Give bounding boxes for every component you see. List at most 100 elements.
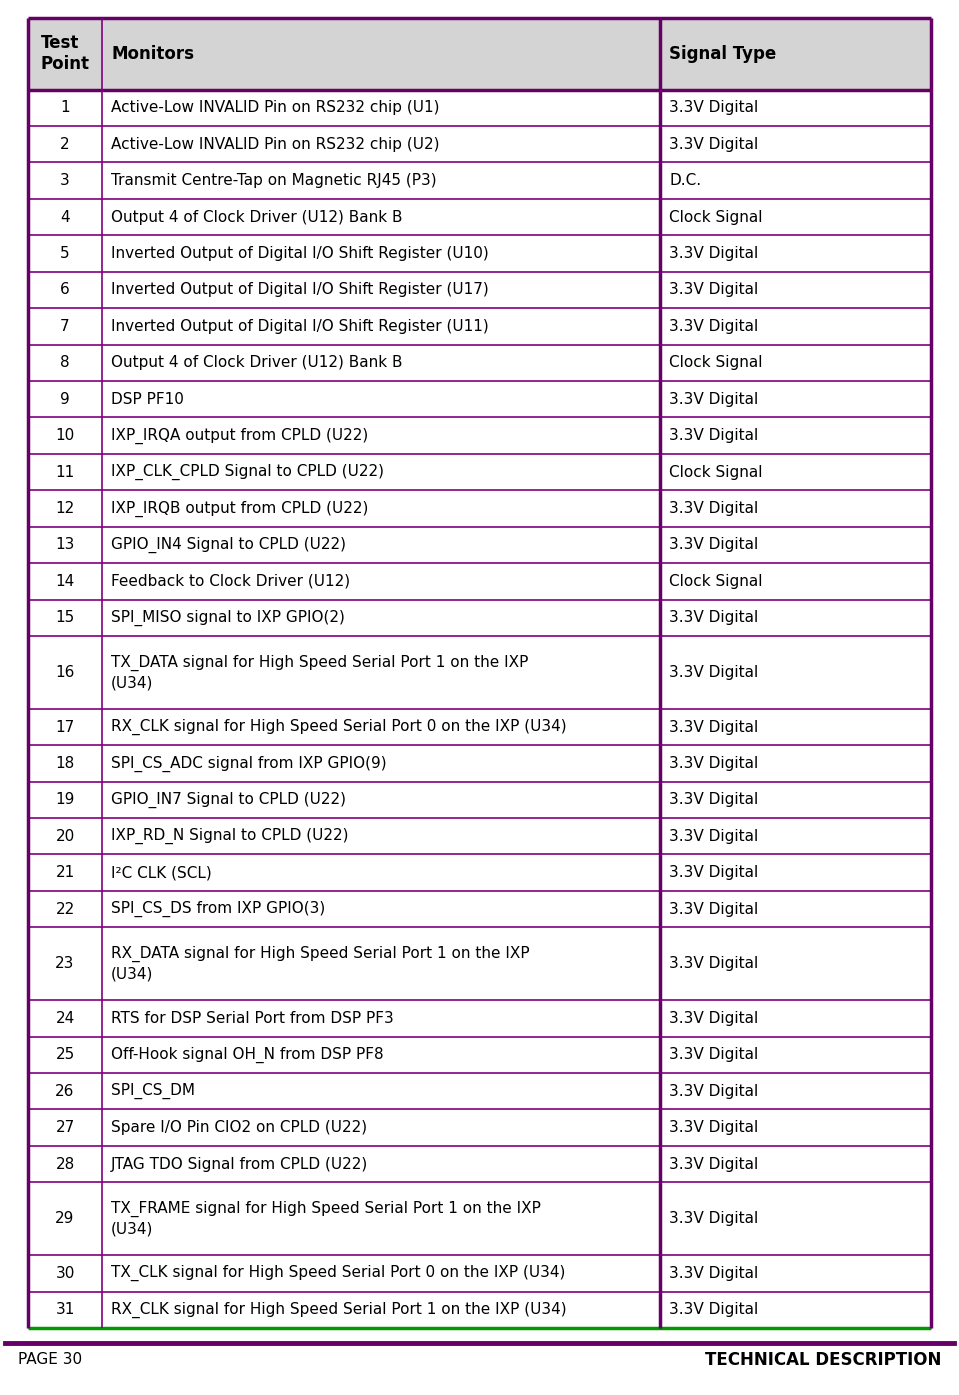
Text: Clock Signal: Clock Signal — [669, 356, 762, 370]
Text: TECHNICAL DESCRIPTION: TECHNICAL DESCRIPTION — [705, 1350, 941, 1368]
Bar — [28, 928, 931, 1000]
Bar — [28, 600, 931, 636]
Text: IXP_CLK_CPLD Signal to CPLD (U22): IXP_CLK_CPLD Signal to CPLD (U22) — [111, 465, 384, 480]
Bar — [28, 1000, 931, 1036]
Text: RX_CLK signal for High Speed Serial Port 0 on the IXP (U34): RX_CLK signal for High Speed Serial Port… — [111, 718, 567, 735]
Bar — [28, 308, 931, 345]
Text: 3.3V Digital: 3.3V Digital — [669, 865, 759, 880]
Text: 20: 20 — [56, 829, 75, 844]
Bar — [28, 1256, 931, 1292]
Text: SPI_CS_ADC signal from IXP GPIO(9): SPI_CS_ADC signal from IXP GPIO(9) — [111, 755, 386, 771]
Text: 25: 25 — [56, 1048, 75, 1063]
Text: 24: 24 — [56, 1011, 75, 1025]
Bar — [28, 1292, 931, 1328]
Text: 3.3V Digital: 3.3V Digital — [669, 1084, 759, 1099]
Bar — [28, 1073, 931, 1109]
Bar — [28, 817, 931, 855]
Text: TX_FRAME signal for High Speed Serial Port 1 on the IXP
(U34): TX_FRAME signal for High Speed Serial Po… — [111, 1201, 541, 1237]
Bar — [28, 1183, 931, 1256]
Bar — [28, 381, 931, 417]
Text: D.C.: D.C. — [669, 173, 701, 188]
Bar — [28, 453, 931, 490]
Text: 9: 9 — [60, 392, 70, 407]
Bar — [28, 417, 931, 453]
Text: 29: 29 — [56, 1211, 75, 1226]
Text: 27: 27 — [56, 1120, 75, 1136]
Text: IXP_IRQA output from CPLD (U22): IXP_IRQA output from CPLD (U22) — [111, 427, 368, 444]
Text: I²C CLK (SCL): I²C CLK (SCL) — [111, 865, 212, 880]
Text: 17: 17 — [56, 720, 75, 735]
Text: Transmit Centre-Tap on Magnetic RJ45 (P3): Transmit Centre-Tap on Magnetic RJ45 (P3… — [111, 173, 436, 188]
Text: PAGE 30: PAGE 30 — [18, 1353, 82, 1367]
Text: 3.3V Digital: 3.3V Digital — [669, 501, 759, 516]
Text: 3.3V Digital: 3.3V Digital — [669, 1265, 759, 1281]
Text: 30: 30 — [56, 1265, 75, 1281]
Text: 13: 13 — [56, 537, 75, 552]
Bar — [28, 89, 931, 126]
Text: 3.3V Digital: 3.3V Digital — [669, 720, 759, 735]
Bar — [28, 490, 931, 527]
Text: 3.3V Digital: 3.3V Digital — [669, 1011, 759, 1025]
Bar — [28, 855, 931, 891]
Bar — [28, 781, 931, 817]
Bar — [28, 1145, 931, 1183]
Text: GPIO_IN4 Signal to CPLD (U22): GPIO_IN4 Signal to CPLD (U22) — [111, 537, 346, 552]
Text: SPI_CS_DS from IXP GPIO(3): SPI_CS_DS from IXP GPIO(3) — [111, 901, 325, 918]
Text: Active-Low INVALID Pin on RS232 chip (U1): Active-Low INVALID Pin on RS232 chip (U1… — [111, 100, 439, 116]
Text: 5: 5 — [60, 246, 70, 261]
Bar — [28, 1036, 931, 1073]
Text: 2: 2 — [60, 137, 70, 152]
Text: 3.3V Digital: 3.3V Digital — [669, 756, 759, 771]
Text: 3.3V Digital: 3.3V Digital — [669, 1303, 759, 1317]
Text: 1: 1 — [60, 100, 70, 116]
Text: RX_CLK signal for High Speed Serial Port 1 on the IXP (U34): RX_CLK signal for High Speed Serial Port… — [111, 1302, 567, 1318]
Text: 7: 7 — [60, 319, 70, 333]
Text: 21: 21 — [56, 865, 75, 880]
Text: 3.3V Digital: 3.3V Digital — [669, 392, 759, 407]
Text: 10: 10 — [56, 428, 75, 444]
Text: 3.3V Digital: 3.3V Digital — [669, 829, 759, 844]
Text: Signal Type: Signal Type — [669, 45, 777, 63]
Bar — [28, 199, 931, 236]
Text: Test
Point: Test Point — [40, 35, 89, 73]
Text: 3.3V Digital: 3.3V Digital — [669, 246, 759, 261]
Text: 19: 19 — [56, 792, 75, 808]
Text: SPI_MISO signal to IXP GPIO(2): SPI_MISO signal to IXP GPIO(2) — [111, 610, 345, 626]
Bar — [28, 236, 931, 272]
Text: 15: 15 — [56, 610, 75, 625]
Text: SPI_CS_DM: SPI_CS_DM — [111, 1083, 195, 1099]
Text: Monitors: Monitors — [111, 45, 194, 63]
Text: Active-Low INVALID Pin on RS232 chip (U2): Active-Low INVALID Pin on RS232 chip (U2… — [111, 137, 439, 152]
Text: Clock Signal: Clock Signal — [669, 209, 762, 225]
Text: 3: 3 — [60, 173, 70, 188]
Text: IXP_RD_N Signal to CPLD (U22): IXP_RD_N Signal to CPLD (U22) — [111, 829, 348, 844]
Text: 3.3V Digital: 3.3V Digital — [669, 956, 759, 971]
Text: IXP_IRQB output from CPLD (U22): IXP_IRQB output from CPLD (U22) — [111, 501, 368, 516]
Text: 3.3V Digital: 3.3V Digital — [669, 428, 759, 444]
Text: 31: 31 — [56, 1303, 75, 1317]
Text: Clock Signal: Clock Signal — [669, 465, 762, 480]
Text: 3.3V Digital: 3.3V Digital — [669, 1048, 759, 1063]
Text: Spare I/O Pin CIO2 on CPLD (U22): Spare I/O Pin CIO2 on CPLD (U22) — [111, 1120, 367, 1136]
Text: 12: 12 — [56, 501, 75, 516]
Bar — [28, 527, 931, 564]
Text: Inverted Output of Digital I/O Shift Register (U11): Inverted Output of Digital I/O Shift Reg… — [111, 319, 489, 333]
Text: TX_CLK signal for High Speed Serial Port 0 on the IXP (U34): TX_CLK signal for High Speed Serial Port… — [111, 1265, 566, 1282]
Text: 26: 26 — [56, 1084, 75, 1099]
Text: GPIO_IN7 Signal to CPLD (U22): GPIO_IN7 Signal to CPLD (U22) — [111, 792, 346, 808]
Text: 3.3V Digital: 3.3V Digital — [669, 1120, 759, 1136]
Bar — [28, 126, 931, 162]
Text: DSP PF10: DSP PF10 — [111, 392, 184, 407]
Text: Clock Signal: Clock Signal — [669, 573, 762, 589]
Text: 4: 4 — [60, 209, 70, 225]
Bar — [28, 162, 931, 199]
Text: 14: 14 — [56, 573, 75, 589]
Text: 3.3V Digital: 3.3V Digital — [669, 610, 759, 625]
Text: 22: 22 — [56, 901, 75, 917]
Bar — [28, 272, 931, 308]
Text: Inverted Output of Digital I/O Shift Register (U17): Inverted Output of Digital I/O Shift Reg… — [111, 282, 489, 297]
Text: 3.3V Digital: 3.3V Digital — [669, 319, 759, 333]
Bar — [28, 745, 931, 781]
Bar — [28, 709, 931, 745]
Text: RTS for DSP Serial Port from DSP PF3: RTS for DSP Serial Port from DSP PF3 — [111, 1011, 394, 1025]
